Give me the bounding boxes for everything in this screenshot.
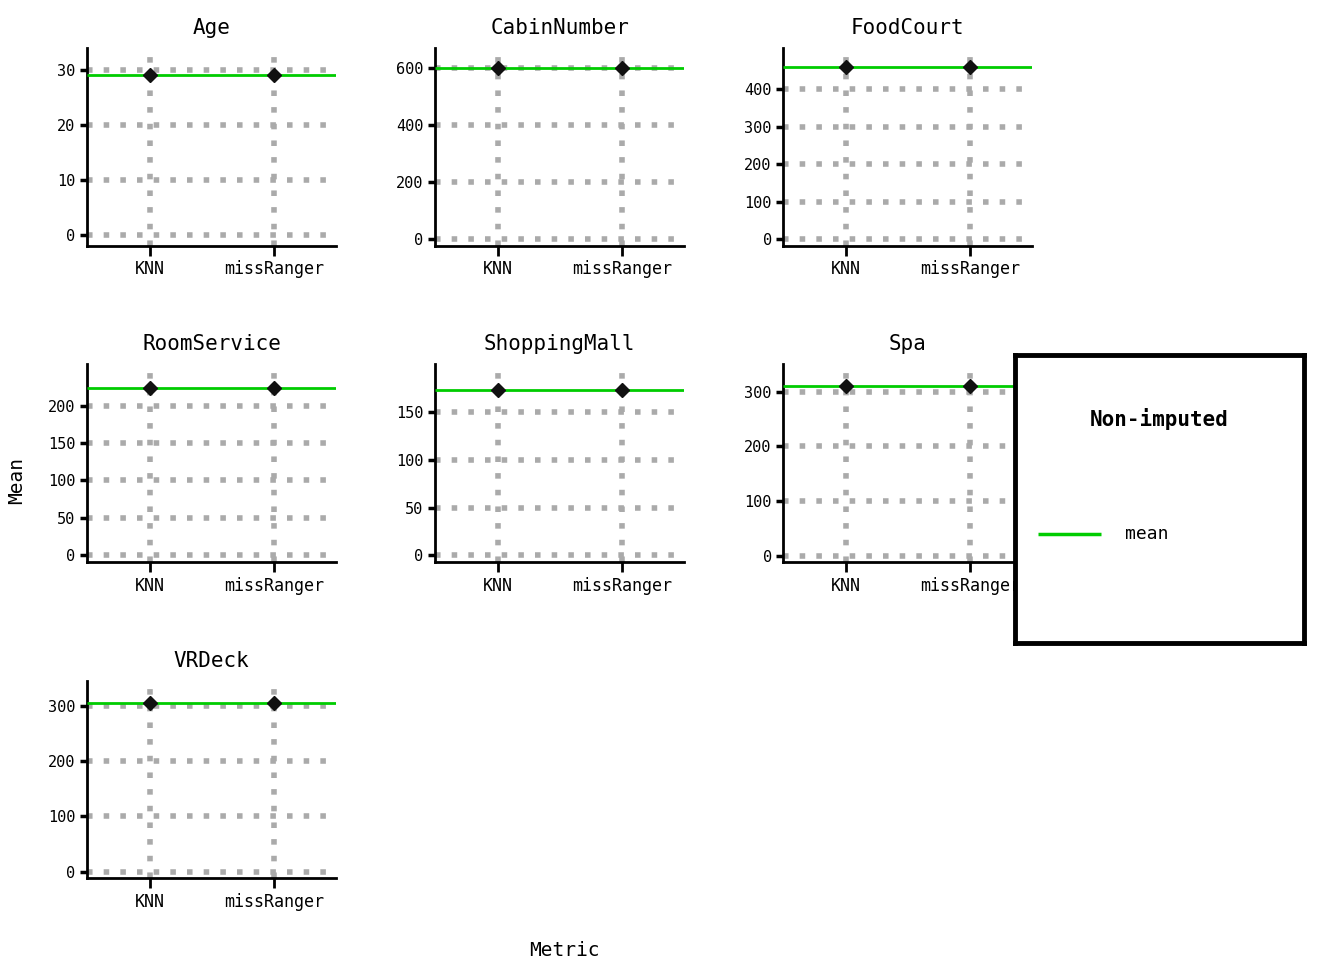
Title: Age: Age [192,18,231,38]
Text: mean: mean [1125,525,1168,542]
Title: FoodCourt: FoodCourt [851,18,965,38]
Text: Mean: Mean [7,457,26,503]
Text: Non-imputed: Non-imputed [1090,408,1228,429]
Title: RoomService: RoomService [142,334,281,354]
Title: ShoppingMall: ShoppingMall [484,334,636,354]
Title: Spa: Spa [888,334,927,354]
Title: CabinNumber: CabinNumber [491,18,629,38]
Title: VRDeck: VRDeck [173,651,250,671]
Text: Metric: Metric [530,941,599,960]
